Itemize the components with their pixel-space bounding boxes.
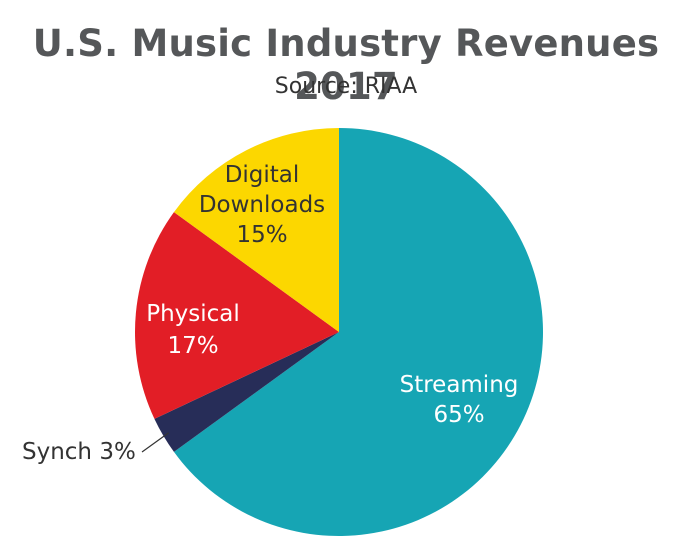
chart-subtitle: Source: RIAA: [274, 74, 418, 99]
slice-label-line: 65%: [433, 402, 484, 428]
slice-label-synch: Synch 3%: [22, 439, 136, 465]
pie-slice-synch: [154, 332, 339, 452]
slice-label-line: 17%: [167, 333, 218, 359]
pie-slice-digital-downloads: [173, 127, 339, 332]
slice-label-line: Synch 3%: [22, 439, 136, 465]
slice-label-streaming: Streaming 65%: [400, 372, 519, 428]
slice-label-line: Physical: [146, 301, 240, 327]
slice-label-line: Streaming: [400, 372, 519, 398]
chart-title: U.S. Music Industry Revenues 2017: [32, 22, 660, 108]
leader-line-synch: [141, 432, 170, 453]
slice-label-line: 15%: [236, 222, 287, 248]
slice-label-line: Downloads: [199, 192, 325, 218]
pie-slice-physical: [135, 212, 339, 419]
slice-label-digital-downloads: Digital Downloads 15%: [199, 162, 325, 248]
slice-label-line: Digital: [225, 162, 300, 188]
pie-slice-streaming: [173, 128, 543, 536]
slice-label-physical: Physical 17%: [146, 301, 240, 359]
